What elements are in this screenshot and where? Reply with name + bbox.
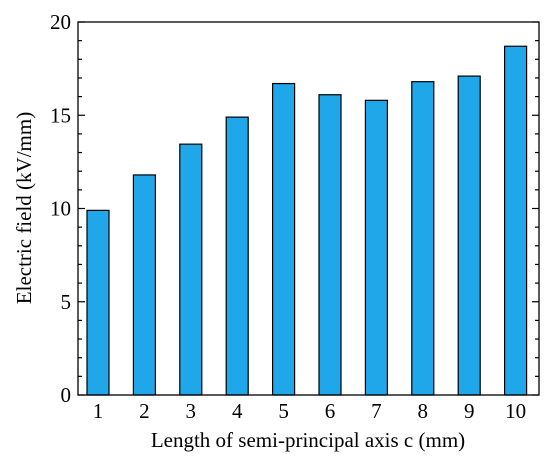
x-axis-title: Length of semi-principal axis c (mm)	[151, 428, 465, 452]
x-tick-label: 8	[418, 399, 429, 423]
bar-9	[457, 75, 481, 396]
bar-8	[411, 81, 435, 396]
ticks-group	[78, 21, 539, 396]
bar-2	[132, 174, 156, 396]
bar-5	[272, 82, 296, 396]
x-tick-label: 9	[464, 399, 475, 423]
bars-group	[86, 45, 528, 396]
bar-6	[318, 94, 342, 396]
y-tick-label: 5	[61, 290, 72, 314]
y-tick-label: 10	[50, 197, 71, 221]
bar-10	[504, 45, 528, 396]
x-tick-label: 6	[325, 399, 336, 423]
bar-7	[364, 99, 388, 396]
x-tick-label: 1	[93, 399, 104, 423]
x-tick-label: 2	[139, 399, 150, 423]
x-tick-label: 5	[278, 399, 289, 423]
y-axis-title: Electric field (kV/mm)	[12, 112, 36, 304]
plot-frame	[77, 21, 540, 396]
y-tick-labels: 0 5 10 15 20	[50, 10, 71, 407]
bar-3	[179, 143, 203, 396]
x-tick-label: 10	[505, 399, 526, 423]
x-tick-label: 7	[371, 399, 382, 423]
x-tick-label: 3	[186, 399, 197, 423]
bar-1	[86, 209, 110, 396]
x-tick-labels: 1 2 3 4 5 6 7 8 9 10	[93, 399, 526, 423]
y-tick-label: 15	[50, 103, 71, 127]
bar-4	[225, 116, 249, 396]
x-tick-label: 4	[232, 399, 243, 423]
y-tick-label: 20	[50, 10, 71, 34]
y-tick-label: 0	[61, 383, 72, 407]
